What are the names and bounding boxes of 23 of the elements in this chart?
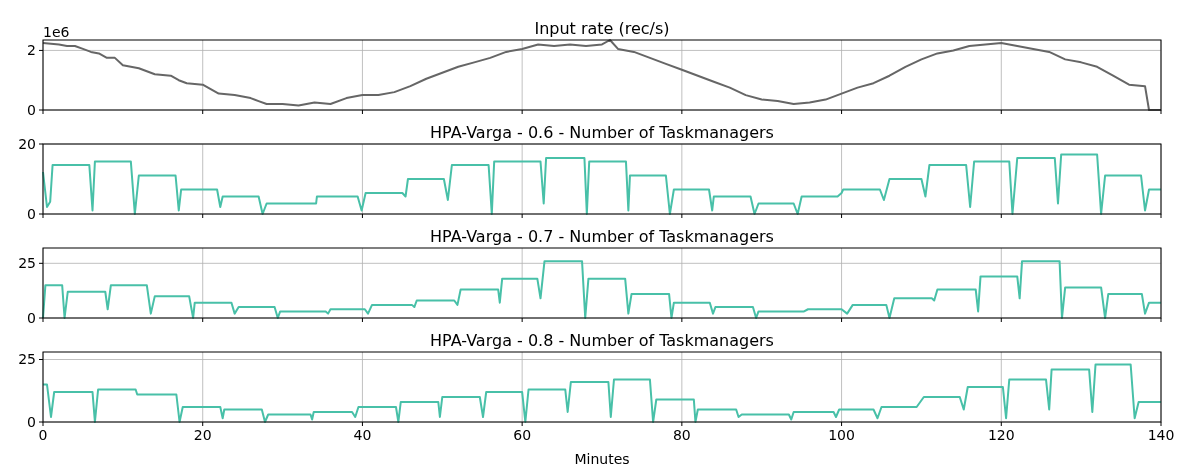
x-tick-label: 0 bbox=[38, 427, 48, 443]
y-tick-label: 0 bbox=[27, 205, 36, 222]
chart-title: HPA-Varga - 0.8 - Number of Taskmanagers bbox=[430, 331, 774, 350]
x-tick-label: 40 bbox=[353, 427, 372, 443]
x-tick-label: 140 bbox=[1147, 427, 1175, 443]
y-tick-label: 0 bbox=[27, 101, 36, 118]
x-tick-label: 20 bbox=[193, 427, 212, 443]
y-tick-label: 20 bbox=[18, 135, 36, 152]
y-tick-label: 2 bbox=[27, 42, 36, 59]
x-axis-title: Minutes bbox=[574, 451, 630, 467]
x-tick-label: 80 bbox=[672, 427, 691, 443]
y-tick-label: 0 bbox=[27, 309, 36, 326]
y-tick-label: 25 bbox=[18, 351, 36, 368]
chart-title: HPA-Varga - 0.7 - Number of Taskmanagers bbox=[430, 227, 774, 246]
x-tick-label: 60 bbox=[513, 427, 532, 443]
chart-title: HPA-Varga - 0.6 - Number of Taskmanagers bbox=[430, 123, 774, 142]
x-tick-label: 100 bbox=[828, 427, 855, 443]
text: 1e6 bbox=[43, 24, 70, 40]
x-tick-label: 120 bbox=[987, 427, 1015, 443]
y-tick-label: 0 bbox=[27, 413, 36, 430]
line-series bbox=[42, 39, 1162, 111]
y-tick-label: 25 bbox=[18, 255, 36, 272]
chart-title: Input rate (rec/s) bbox=[534, 19, 670, 38]
